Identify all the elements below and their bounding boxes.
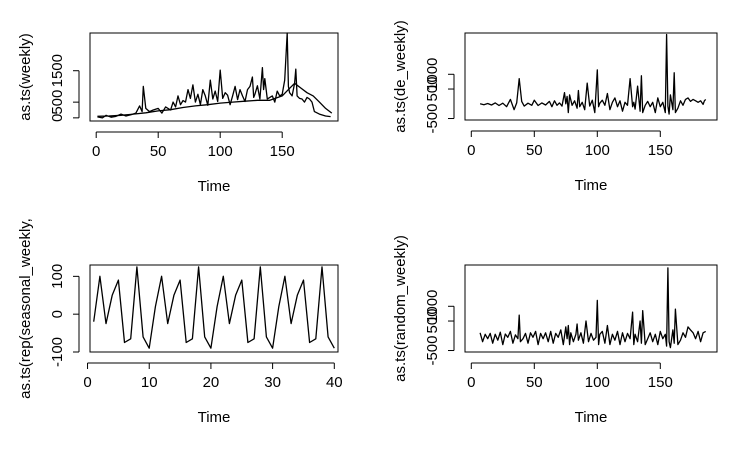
x-axis-title: Time — [198, 409, 231, 426]
x-tick-label: 30 — [264, 374, 281, 391]
y-axis-title: as.ts(rep(seasonal_weekly, — [17, 218, 34, 399]
x-tick-label: 50 — [526, 142, 543, 159]
y-tick-label: 1500 — [49, 54, 66, 87]
y-tick-label: 500 — [49, 90, 66, 115]
x-tick-label: 100 — [585, 142, 610, 159]
series-line-1 — [97, 32, 331, 119]
y-tick-label: 100 — [49, 264, 66, 289]
series-line-1 — [93, 266, 335, 349]
y-tick-label: 0 — [49, 114, 66, 122]
y-axis-title: as.ts(weekly) — [17, 33, 34, 121]
chart-panel-3: 0 10 20 30 40 -100 0 100 Time as.ts(rep(seasonal_… — [17, 218, 343, 426]
plot-box — [89, 264, 339, 353]
plot-box — [464, 264, 718, 353]
plot-box — [89, 32, 339, 122]
x-tick-label: 100 — [208, 143, 233, 160]
x-tick-label: 50 — [150, 143, 167, 160]
x-tick-label: 0 — [467, 374, 475, 391]
x-tick-label: 0 — [467, 142, 475, 159]
y-tick-label: -100 — [49, 337, 66, 367]
series-line-1 — [479, 267, 707, 349]
x-tick-label: 0 — [83, 374, 91, 391]
y-tick-label: 500 — [424, 309, 441, 334]
y-tick-label: 500 — [424, 77, 441, 102]
y-tick-label: 1000 — [424, 58, 441, 91]
y-axis-title: as.ts(de_weekly) — [392, 20, 409, 133]
x-axis-title: Time — [575, 409, 608, 426]
series-line-2 — [97, 82, 333, 117]
x-tick-label: 50 — [526, 374, 543, 391]
plot-box — [464, 32, 718, 121]
x-tick-label: 20 — [203, 374, 220, 391]
y-tick-label: -500 — [424, 104, 441, 134]
y-tick-label: 0 — [49, 310, 66, 318]
x-tick-label: 150 — [648, 142, 673, 159]
y-tick-label: -500 — [424, 336, 441, 366]
series-line-1 — [479, 33, 707, 115]
x-tick-label: 10 — [141, 374, 158, 391]
x-tick-label: 150 — [648, 374, 673, 391]
x-tick-label: 150 — [270, 143, 295, 160]
x-tick-label: 0 — [92, 143, 100, 160]
y-axis-title: as.ts(random_weekly) — [392, 235, 409, 382]
x-tick-label: 100 — [585, 374, 610, 391]
x-tick-label: 40 — [326, 374, 343, 391]
x-axis-title: Time — [575, 177, 608, 194]
x-axis-title: Time — [198, 178, 231, 195]
y-tick-label: 1000 — [424, 290, 441, 323]
